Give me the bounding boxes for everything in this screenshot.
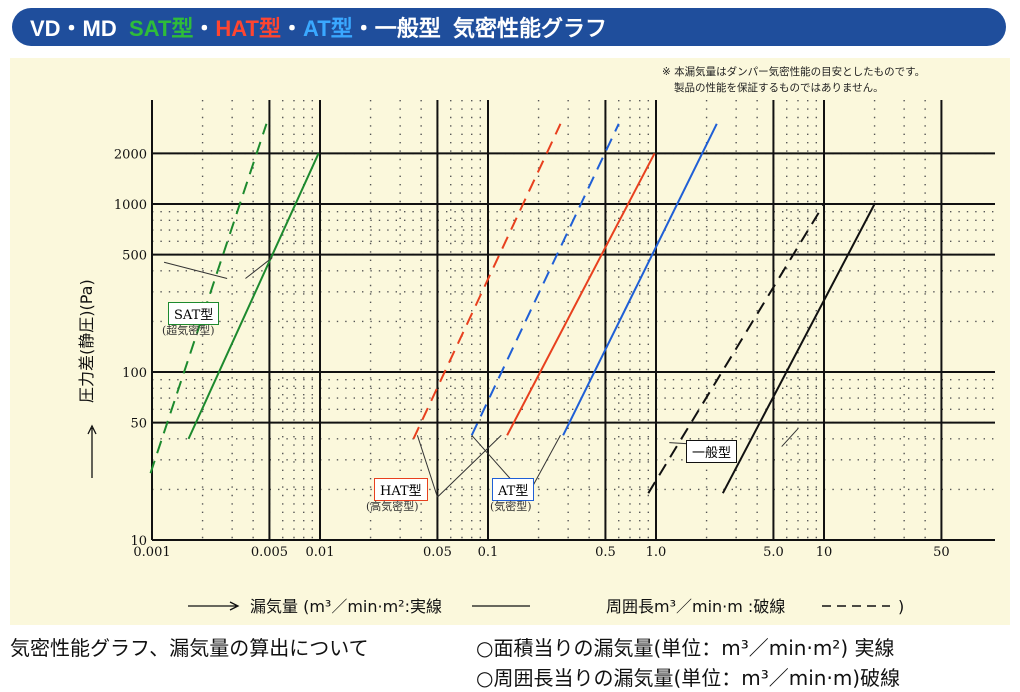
title-sep1: ・ [193,16,216,41]
x-axis-arrow [188,601,240,611]
disclaimer-line2: 製品の性能を保証するものではありません。 [674,82,884,94]
grid-dots [152,100,995,540]
label-leader-line [163,261,228,280]
label-hat: HAT型 [374,478,428,501]
x-tick-label: 10 [816,545,833,560]
axis-labels: 圧力差(静圧)(Pa) 漏気量 (m³／min·m²:実線 周囲長m³／min·… [77,279,904,616]
y-tick-label: 100 [122,366,147,381]
disclaimer-line1: ※ 本漏気量はダンパー気密性能の目安としたものです。 [662,66,926,78]
label-leader-line [781,428,799,447]
y-tick-label: 1000 [114,198,147,213]
series-sat-solid [187,153,320,440]
title-part2: ・一般型 気密性能グラフ [352,16,607,41]
x-axis-label-2: 周囲長m³／min·m :破線 [606,597,785,616]
label-leader-line [245,257,273,279]
label-sat: SAT型 [168,302,220,325]
y-axis-label: 圧力差(静圧)(Pa) [77,279,96,403]
grid-lines [151,100,995,541]
title-sep2: ・ [281,16,304,41]
series-general-solid [721,203,876,494]
footer-title: 気密性能グラフ、漏気量の算出について [10,636,369,660]
series-lines [149,123,876,494]
series-at-solid [562,123,718,436]
x-tick-label: 0.01 [306,545,335,560]
series-general-dashed [647,203,825,494]
x-axis-close-paren: ) [898,597,904,616]
label-leader-line [416,435,438,498]
label-sat-sub: (超気密型) [162,324,215,337]
x-tick-label: 50 [933,545,950,560]
title-part1: VD・MD [30,16,130,41]
title-banner: VD・MD SAT型 ・ HAT型 ・ AT型 ・一般型 気密性能グラフ [12,8,1006,46]
title-at: AT型 [303,16,353,41]
label-hat-sub: (高気密型) [366,500,419,513]
leakage-chart: 0.001 0.005 0.01 0.05 0.1 0.5 1.0 5.0 10 50 10 50 10… [77,100,995,616]
y-axis-arrow [87,424,97,478]
x-tick-label: 1.0 [646,545,667,560]
label-at: AT型 [492,478,535,501]
series-sat-dashed [149,123,268,474]
chart-panel: 0.001 0.005 0.01 0.05 0.1 0.5 1.0 5.0 10 50 10 50 10… [10,58,1010,625]
label-general: 一般型 [686,440,738,463]
title-hat: HAT型 [215,16,281,41]
series-at-dashed [470,123,620,436]
series-hat-solid [506,152,656,436]
footer-legend-dashed: ○周囲長当りの漏気量(単位：m³／min·m)破線 [476,666,901,690]
y-tick-label: 500 [122,249,147,264]
label-at-sub: (気密型) [490,500,532,513]
x-tick-label: 0.05 [423,545,452,560]
x-tick-label: 5.0 [763,545,784,560]
x-tick-label: 0.001 [133,545,170,560]
y-tick-label: 50 [130,417,147,432]
x-tick-label: 0.5 [595,545,616,560]
series-hat-dashed [412,123,562,440]
label-leader-line [437,434,502,498]
x-axis-label: 漏気量 (m³／min·m²:実線 [250,597,442,616]
x-tick-label: 0.1 [478,545,499,560]
tick-labels: 0.001 0.005 0.01 0.05 0.1 0.5 1.0 5.0 10 50 10 50 10… [114,147,950,560]
y-tick-label: 2000 [114,147,147,162]
title-sat: SAT型 [129,16,194,41]
x-tick-label: 0.005 [251,545,288,560]
y-tick-label: 10 [130,534,147,549]
footer-legend-solid: ○面積当りの漏気量(単位：m³／min·m²) 実線 [476,636,895,660]
